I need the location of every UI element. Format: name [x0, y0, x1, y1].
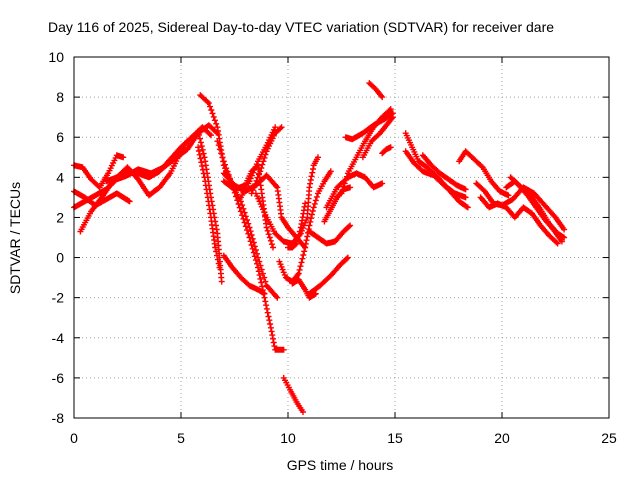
series-trace-ab	[280, 374, 306, 415]
x-tick-label: 15	[387, 430, 403, 446]
data-series	[71, 80, 568, 415]
series-trace-ae	[419, 152, 469, 193]
series-markers	[306, 222, 354, 247]
y-tick-label: -8	[52, 410, 65, 426]
series-markers	[220, 252, 268, 297]
series-trace-t	[306, 222, 354, 247]
y-tick-label: -4	[52, 330, 65, 346]
x-axis-ticks: 0 5 10 15 20 25	[70, 57, 617, 446]
series-trace-n	[220, 252, 268, 297]
y-tick-label: 0	[56, 250, 64, 266]
series-markers	[379, 144, 394, 157]
x-tick-label: 5	[177, 430, 185, 446]
series-markers	[366, 80, 386, 101]
series-trace-r	[289, 276, 319, 301]
series-markers	[342, 110, 396, 143]
x-tick-label: 25	[601, 430, 617, 446]
series-trace-ah	[477, 194, 561, 247]
series-markers	[71, 152, 127, 191]
y-axis-ticks: -8 -6 -4 -2 0 2 4 6 8 10	[48, 49, 609, 426]
x-tick-label: 10	[280, 430, 296, 446]
series-trace-e	[103, 138, 191, 199]
series-markers	[285, 200, 309, 251]
y-axis-label: SDTVAR / TECUs	[7, 182, 23, 294]
y-tick-label: 8	[56, 89, 64, 105]
series-trace-aj	[507, 174, 565, 245]
series-trace-a	[71, 152, 127, 191]
series-trace-g	[195, 144, 223, 271]
y-tick-label: 10	[48, 49, 64, 65]
series-trace-x	[342, 110, 396, 143]
y-tick-label: -2	[52, 290, 65, 306]
series-markers	[248, 124, 285, 197]
series-markers	[280, 374, 306, 415]
series-markers	[237, 124, 279, 201]
y-tick-label: 2	[56, 209, 64, 225]
series-trace-l	[237, 124, 279, 201]
x-axis-label: GPS time / hours	[287, 457, 394, 473]
series-markers	[419, 152, 469, 193]
series-markers	[214, 138, 287, 353]
series-markers	[456, 148, 512, 199]
series-trace-z	[366, 80, 386, 101]
series-markers	[402, 148, 469, 201]
x-tick-label: 0	[70, 430, 78, 446]
series-trace-y	[359, 114, 396, 161]
y-tick-label: 4	[56, 169, 64, 185]
y-tick-label: -6	[52, 370, 65, 386]
series-trace-s	[306, 254, 351, 297]
series-markers	[359, 114, 396, 161]
series-trace-aa	[379, 144, 394, 157]
series-trace-m	[248, 124, 285, 197]
series-markers	[477, 194, 561, 247]
series-markers	[306, 254, 351, 297]
series-trace-q	[285, 200, 309, 251]
x-tick-label: 20	[494, 430, 510, 446]
chart-title: Day 116 of 2025, Sidereal Day-to-day VTE…	[48, 19, 554, 35]
y-tick-label: 6	[56, 129, 64, 145]
series-markers	[507, 174, 565, 245]
series-markers	[289, 276, 319, 301]
series-trace-af	[456, 148, 512, 199]
series-trace-ad	[402, 148, 469, 201]
series-markers	[103, 138, 191, 199]
series-markers	[195, 144, 223, 271]
series-trace-i	[214, 138, 287, 353]
plot-frame	[73, 56, 610, 419]
